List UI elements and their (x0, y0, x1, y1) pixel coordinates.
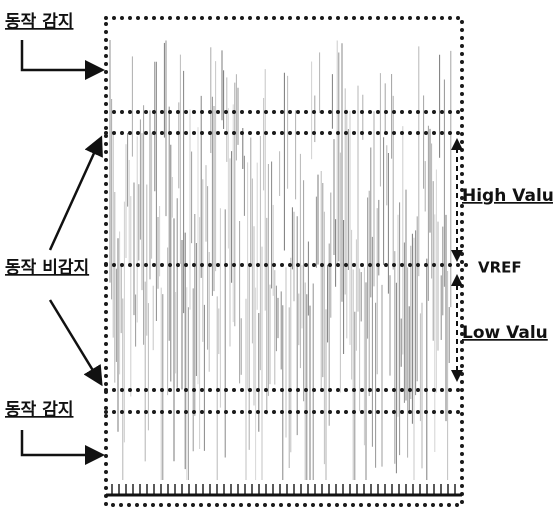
label: 동작 감지 (5, 400, 73, 420)
arrow (22, 40, 100, 70)
arrow (22, 430, 100, 455)
waveform (110, 40, 455, 494)
arrow (50, 300, 100, 382)
label: 동작 감지 (5, 12, 73, 32)
label: Low Valu (462, 323, 548, 343)
label: 동작 비감지 (5, 258, 89, 278)
label: High Valu (462, 186, 553, 206)
label: VREF (478, 259, 522, 277)
diagram: 동작 감지 동작 비감지 동작 감지 High Valu VREF Low Va… (0, 0, 553, 511)
arrow (50, 140, 100, 250)
